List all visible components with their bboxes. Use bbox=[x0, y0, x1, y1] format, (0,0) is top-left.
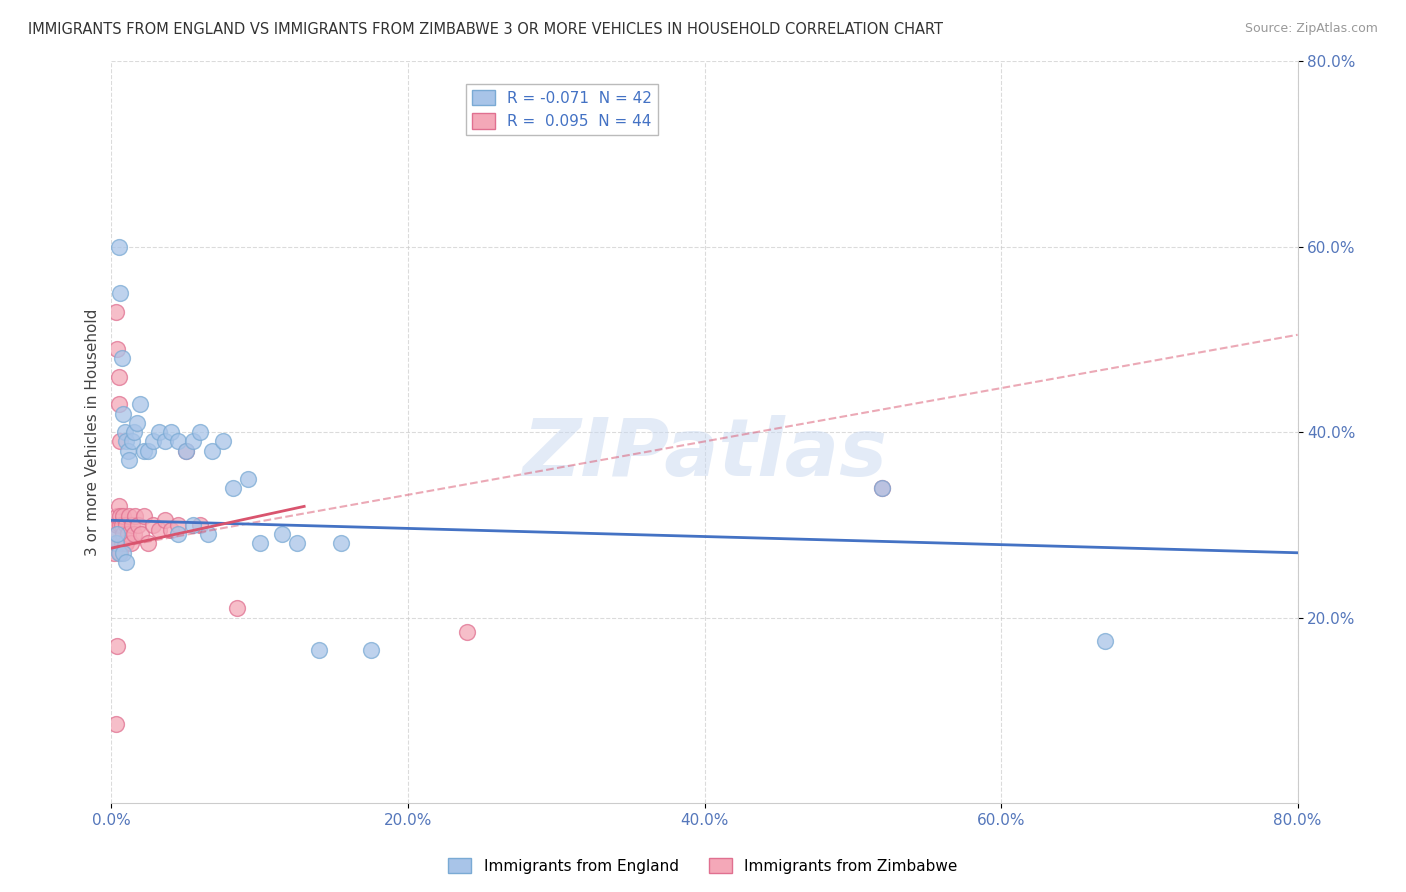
Point bbox=[201, 443, 224, 458]
Point bbox=[120, 536, 142, 550]
Point bbox=[148, 523, 170, 537]
Point bbox=[122, 425, 145, 440]
Point bbox=[112, 546, 135, 560]
Point bbox=[132, 508, 155, 523]
Point bbox=[456, 624, 478, 639]
Point bbox=[122, 527, 145, 541]
Point bbox=[127, 517, 149, 532]
Point bbox=[236, 472, 259, 486]
Point bbox=[308, 643, 330, 657]
Point bbox=[112, 508, 135, 523]
Text: Source: ZipAtlas.com: Source: ZipAtlas.com bbox=[1244, 22, 1378, 36]
Point bbox=[105, 527, 128, 541]
Point bbox=[159, 425, 181, 440]
Point bbox=[271, 527, 294, 541]
Point bbox=[110, 517, 132, 532]
Y-axis label: 3 or more Vehicles in Household: 3 or more Vehicles in Household bbox=[86, 309, 100, 556]
Point bbox=[105, 342, 128, 356]
Point bbox=[117, 443, 139, 458]
Point bbox=[104, 717, 127, 731]
Point bbox=[128, 397, 150, 411]
Point bbox=[115, 536, 138, 550]
Point bbox=[117, 527, 139, 541]
Point bbox=[108, 546, 131, 560]
Point bbox=[112, 407, 135, 421]
Point bbox=[249, 536, 271, 550]
Point bbox=[108, 500, 131, 514]
Point bbox=[197, 527, 219, 541]
Point bbox=[112, 527, 135, 541]
Point bbox=[114, 536, 136, 550]
Point bbox=[104, 536, 127, 550]
Point bbox=[110, 286, 132, 301]
Point bbox=[181, 434, 204, 449]
Point bbox=[1094, 633, 1116, 648]
Point bbox=[222, 481, 245, 495]
Point bbox=[121, 517, 143, 532]
Point bbox=[110, 546, 132, 560]
Point bbox=[181, 517, 204, 532]
Point bbox=[138, 443, 160, 458]
Point bbox=[108, 536, 131, 550]
Point bbox=[129, 527, 152, 541]
Point bbox=[108, 369, 131, 384]
Point bbox=[115, 517, 138, 532]
Point bbox=[114, 425, 136, 440]
Point bbox=[108, 397, 131, 411]
Legend: Immigrants from England, Immigrants from Zimbabwe: Immigrants from England, Immigrants from… bbox=[443, 852, 963, 880]
Point bbox=[111, 536, 134, 550]
Text: ZIPatlas: ZIPatlas bbox=[522, 416, 887, 493]
Point bbox=[115, 555, 138, 569]
Point bbox=[110, 434, 132, 449]
Point bbox=[110, 508, 132, 523]
Point bbox=[105, 508, 128, 523]
Point bbox=[148, 425, 170, 440]
Point bbox=[104, 527, 127, 541]
Point bbox=[142, 434, 165, 449]
Point bbox=[118, 508, 141, 523]
Point bbox=[153, 513, 176, 527]
Point bbox=[226, 601, 249, 615]
Point bbox=[103, 546, 125, 560]
Point bbox=[174, 443, 197, 458]
Point bbox=[132, 443, 155, 458]
Point bbox=[125, 416, 148, 430]
Point bbox=[142, 517, 165, 532]
Point bbox=[104, 536, 127, 550]
Point bbox=[115, 434, 138, 449]
Point bbox=[153, 434, 176, 449]
Point bbox=[872, 481, 894, 495]
Point bbox=[138, 536, 160, 550]
Point bbox=[159, 523, 181, 537]
Point bbox=[124, 508, 146, 523]
Point bbox=[121, 434, 143, 449]
Point bbox=[104, 304, 127, 318]
Text: IMMIGRANTS FROM ENGLAND VS IMMIGRANTS FROM ZIMBABWE 3 OR MORE VEHICLES IN HOUSEH: IMMIGRANTS FROM ENGLAND VS IMMIGRANTS FR… bbox=[28, 22, 943, 37]
Point bbox=[118, 453, 141, 467]
Point bbox=[872, 481, 894, 495]
Point bbox=[167, 527, 190, 541]
Point bbox=[174, 443, 197, 458]
Point bbox=[330, 536, 353, 550]
Point bbox=[108, 240, 131, 254]
Point bbox=[167, 434, 190, 449]
Point bbox=[360, 643, 382, 657]
Legend: R = -0.071  N = 42, R =  0.095  N = 44: R = -0.071 N = 42, R = 0.095 N = 44 bbox=[465, 84, 658, 136]
Point bbox=[190, 517, 212, 532]
Point bbox=[167, 517, 190, 532]
Point bbox=[190, 425, 212, 440]
Point bbox=[105, 517, 128, 532]
Point bbox=[105, 639, 128, 653]
Point bbox=[111, 517, 134, 532]
Point bbox=[285, 536, 308, 550]
Point bbox=[111, 351, 134, 365]
Point bbox=[211, 434, 233, 449]
